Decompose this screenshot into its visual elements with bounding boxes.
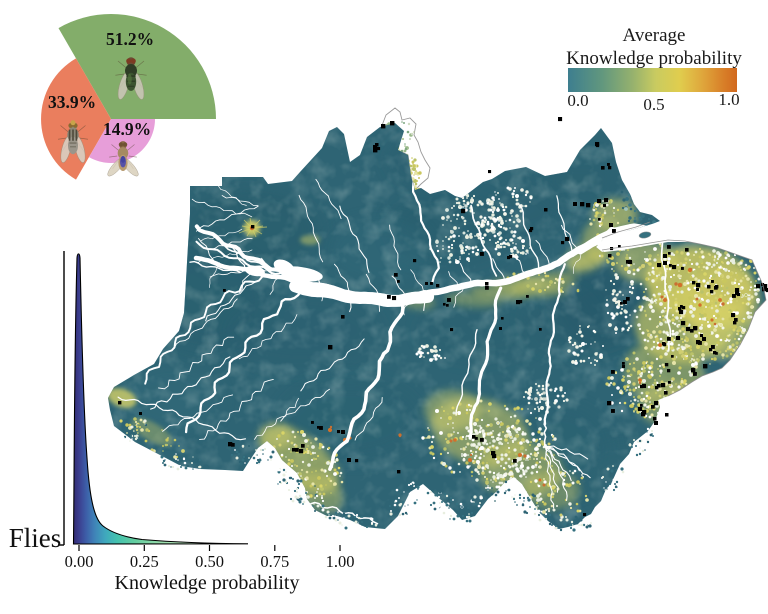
svg-text:Flies: Flies bbox=[9, 523, 62, 553]
svg-text:51.2%: 51.2% bbox=[106, 29, 154, 49]
svg-text:1.00: 1.00 bbox=[326, 552, 355, 571]
svg-text:1.0: 1.0 bbox=[718, 90, 739, 109]
svg-text:0.5: 0.5 bbox=[643, 95, 664, 114]
svg-text:0.0: 0.0 bbox=[567, 91, 588, 110]
svg-text:14.9%: 14.9% bbox=[103, 119, 151, 139]
svg-text:0.75: 0.75 bbox=[260, 552, 289, 571]
svg-text:Knowledge probability: Knowledge probability bbox=[566, 48, 742, 69]
svg-text:0.00: 0.00 bbox=[65, 552, 94, 571]
svg-text:33.9%: 33.9% bbox=[48, 92, 96, 112]
svg-text:Knowledge probability: Knowledge probability bbox=[115, 572, 300, 594]
svg-text:0.25: 0.25 bbox=[130, 552, 159, 571]
svg-text:0.50: 0.50 bbox=[195, 552, 224, 571]
svg-text:Average: Average bbox=[623, 25, 686, 46]
